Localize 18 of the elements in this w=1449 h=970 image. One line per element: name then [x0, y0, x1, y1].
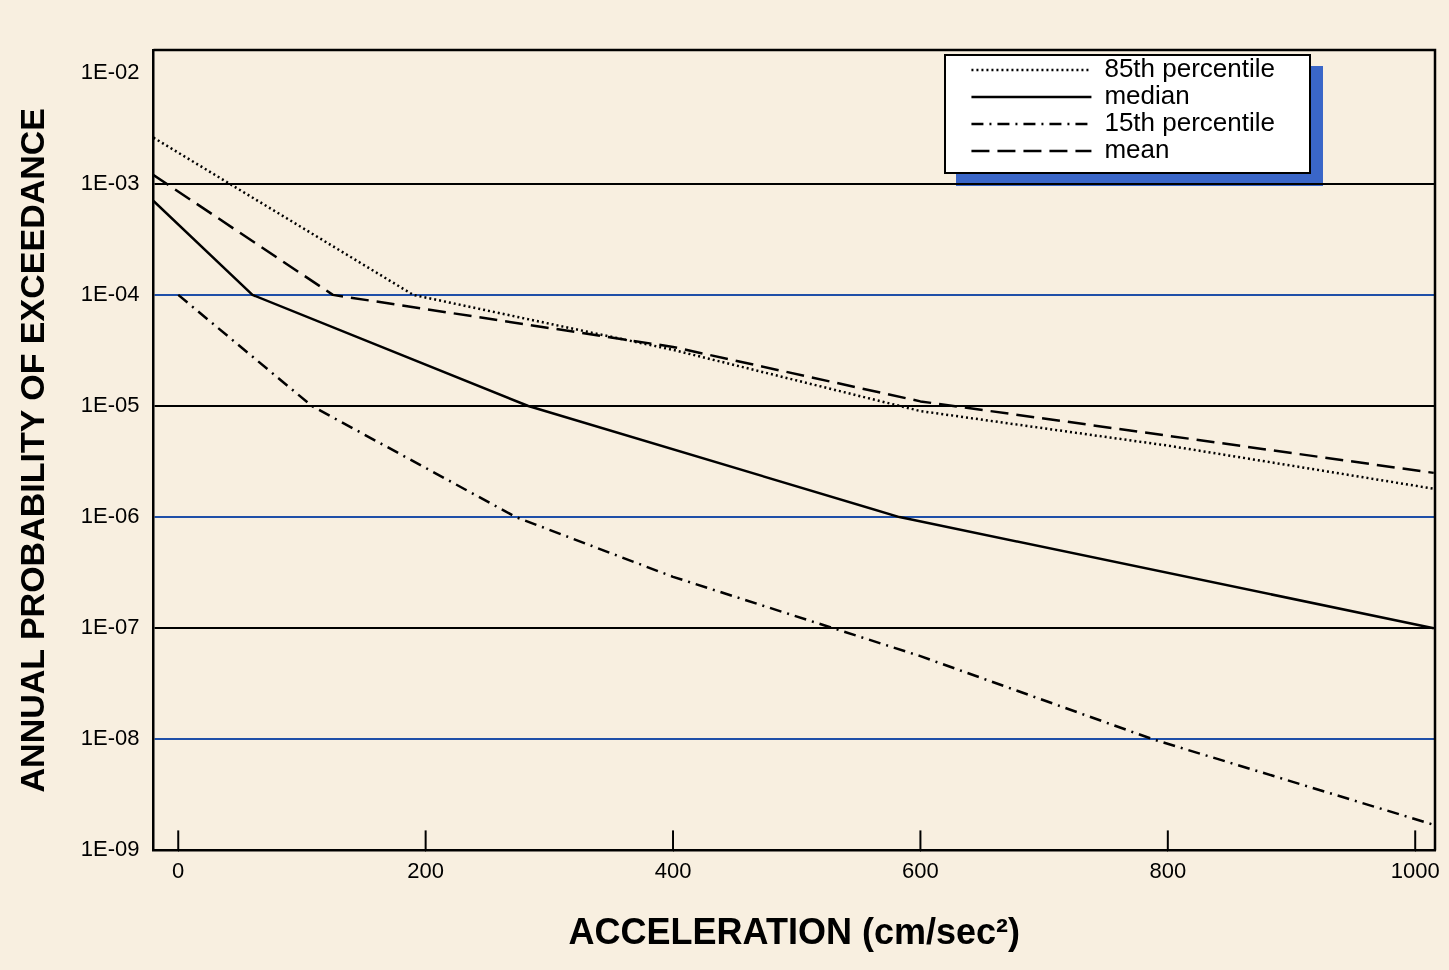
legend-label: 85th percentile: [1104, 53, 1275, 84]
y-tick-label: 1E-08: [80, 725, 140, 751]
y-tick-label: 1E-06: [80, 503, 140, 529]
y-tick-label: 1E-05: [80, 392, 140, 418]
x-tick-label: 0: [172, 857, 185, 883]
y-tick-label: 1E-07: [80, 614, 140, 640]
y-tick-label: 1E-02: [80, 58, 140, 84]
y-tick-label: 1E-09: [80, 836, 140, 862]
y-axis-title: ANNUAL PROBABILITY OF EXCEEDANCE: [12, 107, 51, 793]
y-tick-label: 1E-03: [80, 169, 140, 195]
x-tick-label: 200: [407, 857, 444, 883]
legend-label: 15th percentile: [1104, 107, 1275, 138]
x-axis-title: ACCELERATION (cm/sec²): [568, 911, 1020, 953]
x-tick-label: 800: [1149, 857, 1187, 883]
y-tick-label: 1E-04: [80, 280, 140, 306]
x-tick-label: 400: [654, 857, 692, 883]
x-tick-label: 1000: [1390, 857, 1440, 883]
x-tick-label: 600: [902, 857, 939, 883]
